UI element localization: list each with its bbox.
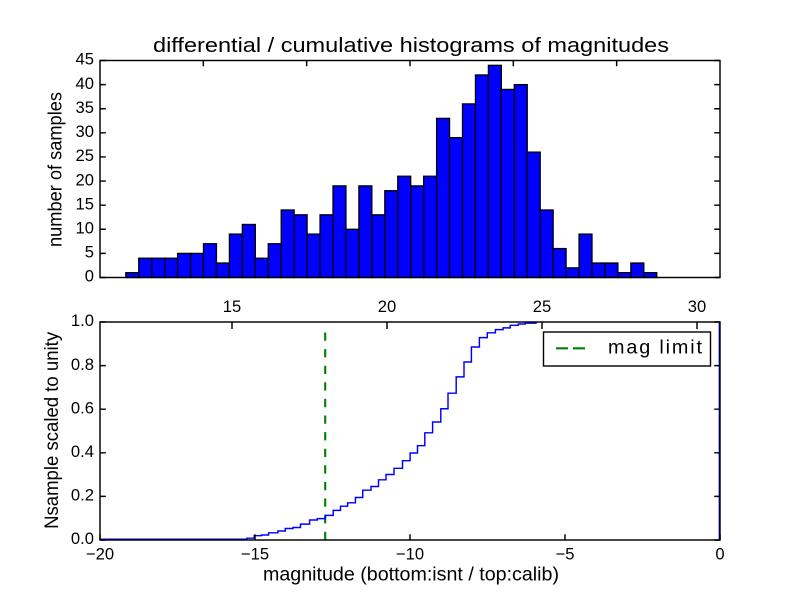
svg-text:0.2: 0.2 xyxy=(71,486,94,505)
svg-text:differential / cumulative hist: differential / cumulative histograms of … xyxy=(153,35,669,57)
svg-text:30: 30 xyxy=(688,297,706,316)
svg-text:35: 35 xyxy=(76,98,94,117)
svg-text:5: 5 xyxy=(85,243,94,262)
svg-text:number of samples: number of samples xyxy=(45,92,67,247)
svg-text:0.6: 0.6 xyxy=(71,398,94,417)
svg-text:0.4: 0.4 xyxy=(71,442,94,461)
svg-text:15: 15 xyxy=(223,297,241,316)
svg-text:40: 40 xyxy=(76,74,94,93)
svg-text:20: 20 xyxy=(378,297,396,316)
svg-text:−20: −20 xyxy=(86,545,114,564)
svg-text:−10: −10 xyxy=(396,545,424,564)
svg-text:1.0: 1.0 xyxy=(71,311,94,330)
svg-text:magnitude (bottom:isnt / top:c: magnitude (bottom:isnt / top:calib) xyxy=(263,564,559,586)
svg-text:25: 25 xyxy=(76,146,94,165)
svg-text:0.8: 0.8 xyxy=(71,355,94,374)
svg-text:20: 20 xyxy=(76,170,94,189)
svg-text:0.0: 0.0 xyxy=(71,529,94,548)
svg-text:15: 15 xyxy=(76,194,94,213)
svg-text:30: 30 xyxy=(76,122,94,141)
svg-text:10: 10 xyxy=(76,218,94,237)
svg-text:45: 45 xyxy=(76,50,94,69)
svg-text:0: 0 xyxy=(715,545,724,564)
svg-text:−15: −15 xyxy=(241,545,269,564)
svg-text:Nsample scaled to unity: Nsample scaled to unity xyxy=(41,332,63,529)
svg-text:25: 25 xyxy=(533,297,551,316)
svg-text:0: 0 xyxy=(85,267,94,286)
svg-text:mag limit: mag limit xyxy=(608,336,703,358)
svg-text:−5: −5 xyxy=(556,545,575,564)
